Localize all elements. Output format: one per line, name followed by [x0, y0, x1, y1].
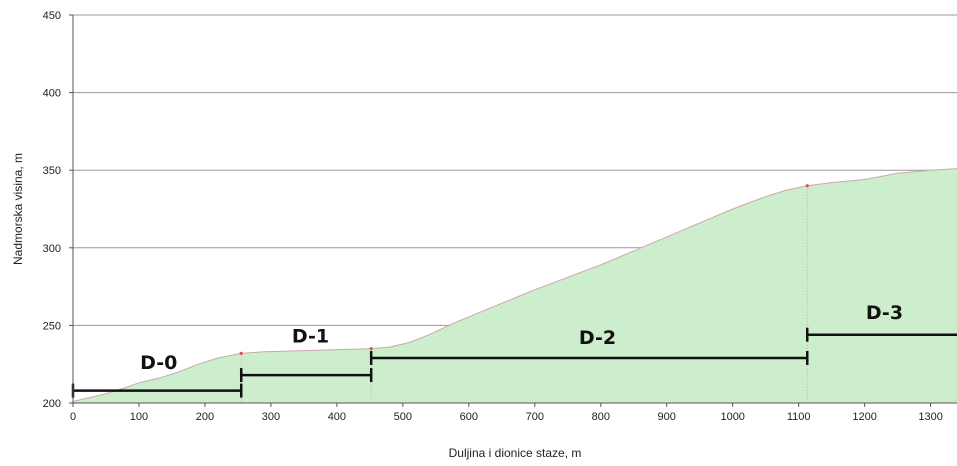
x-tick-label: 1300 [918, 411, 942, 423]
segment-label: D-0 [140, 352, 177, 374]
y-tick-label: 450 [43, 10, 61, 22]
x-tick-label: 800 [592, 411, 610, 423]
point-marker [239, 351, 243, 355]
x-tick-label: 400 [328, 411, 346, 423]
axes [72, 15, 957, 404]
x-tick-label: 500 [394, 411, 412, 423]
x-tick-label: 0 [70, 411, 76, 423]
x-axis-title: Duljina i dionice staze, m [449, 446, 582, 460]
y-tick-label: 250 [43, 320, 61, 332]
elevation-fill [73, 168, 957, 403]
elevation-area [72, 168, 957, 403]
x-tick-label: 1100 [787, 411, 811, 423]
x-tick-label: 100 [130, 411, 148, 423]
y-axis-title: Nadmorska visina, m [11, 153, 25, 265]
x-tick-label: 300 [262, 411, 280, 423]
y-tick-label: 300 [43, 243, 61, 255]
x-tick-label: 600 [460, 411, 478, 423]
y-tick-label: 350 [43, 165, 61, 177]
segment-label: D-3 [866, 302, 903, 324]
segment-markers: D-0 D-1 D-2 D-3 [71, 302, 957, 398]
x-tick-label: 200 [196, 411, 214, 423]
segment-label: D-1 [292, 325, 329, 347]
elevation-line [72, 168, 957, 402]
tick-labels: 0 100 200 300 400 500 600 700 800 900 1000 1100 1200… [43, 10, 943, 423]
point-marker [805, 184, 809, 188]
x-tick-label: 1000 [720, 411, 744, 423]
x-tick-label: 1200 [852, 411, 876, 423]
y-tick-label: 200 [43, 398, 61, 410]
y-tick-label: 400 [43, 88, 61, 100]
x-tick-label: 700 [526, 411, 544, 423]
point-marker [369, 347, 373, 351]
x-tick-label: 900 [658, 411, 676, 423]
segment-label: D-2 [579, 327, 616, 349]
